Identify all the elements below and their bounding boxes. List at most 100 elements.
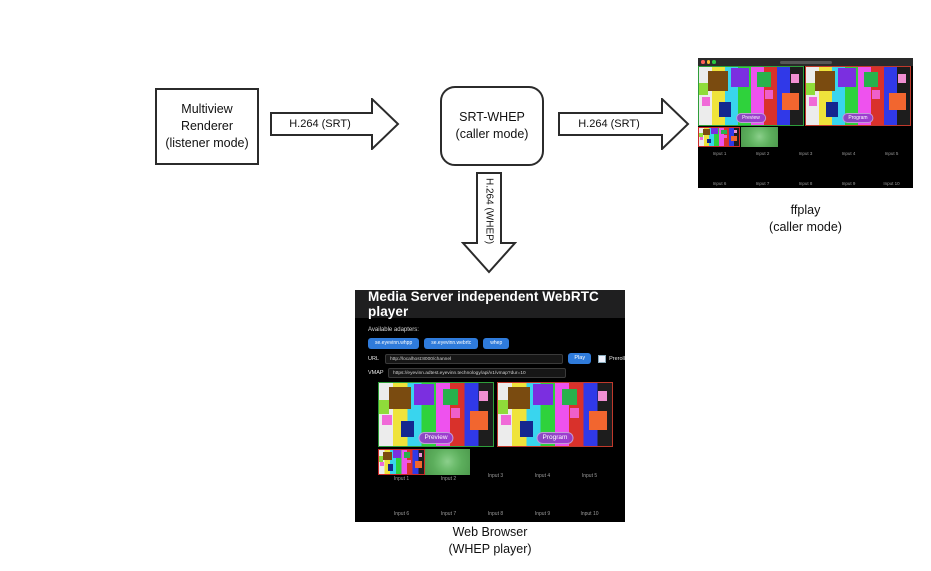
browser-thumb-row-1: Input 1 Input 2 Input 3 Input 4 Input 5 [378,449,613,482]
minimize-icon[interactable] [706,60,710,64]
testcard-square [711,128,719,135]
testcard-square [724,135,728,138]
input2-thumbnail[interactable] [425,449,470,475]
browser-input-cell[interactable]: Input 5 [566,449,613,482]
input-label: Input 9 [534,511,551,517]
testcard-square [825,101,839,117]
adapter-button-whpp[interactable]: se.eyevinn.whpp [368,338,420,349]
adapter-buttons-row: se.eyevinn.whpp se.eyevinn.webrtc whep [368,338,625,349]
close-icon[interactable] [701,60,705,64]
ffplay-caption: ffplay (caller mode) [698,202,913,236]
browser-input-cell[interactable]: Input 3 [472,449,519,482]
ffplay-input-cell[interactable]: Input 3 [784,127,827,157]
input1-thumbnail[interactable] [378,449,425,475]
testcard-square [702,96,711,106]
testcard-square [871,90,880,99]
ffplay-caption-line2: (caller mode) [769,219,842,234]
ffplay-input-cell[interactable]: Input 1 [698,127,741,157]
testcard-square [382,415,392,426]
play-button[interactable]: Play [568,353,592,364]
browser-input-cell[interactable]: Input 4 [519,449,566,482]
input-label: Input 2 [755,151,770,156]
zoom-icon[interactable] [712,60,716,64]
testcard-square [708,71,729,91]
arrow-whep-down: H.264 (WHEP) [461,172,517,274]
testcard-square [400,420,415,438]
testcard-square [718,101,732,117]
node-multiview-line2: Renderer [180,118,234,133]
ffplay-input-cell[interactable]: Input 6 [698,157,741,187]
node-srt-whep: SRT-WHEP (caller mode) [440,86,544,166]
input2-thumbnail[interactable] [741,127,778,147]
testcard-square [731,68,749,88]
browser-input-cell[interactable]: Input 10 [566,482,613,520]
browser-program-pane: Program [497,382,613,447]
testcard-square [442,388,458,406]
browser-input-cell[interactable]: Input 9 [519,482,566,520]
browser-input-cell[interactable]: Input 2 [425,449,472,482]
browser-input-cell[interactable]: Input 1 [378,449,425,482]
input-label: Input 8 [487,511,504,517]
ffplay-input-cell[interactable]: Input 8 [784,157,827,187]
ffplay-caption-line1: ffplay [790,203,821,217]
testcard-square [404,452,411,459]
testcard-square [508,387,530,409]
ffplay-thumb-row-1: Input 1 Input 2 Input 3 Input 4 Input 5 [698,127,913,157]
testcard-square [470,410,489,431]
ffplay-input-cell[interactable]: Input 2 [741,127,784,157]
preview-badge: Preview [736,113,766,123]
testcard-square [731,135,738,142]
available-adapters-label: Available adapters: [368,327,419,333]
testcard-square [864,72,878,88]
browser-input-cell[interactable]: Input 8 [472,482,519,520]
testcard-square [561,388,577,406]
adapter-button-whep[interactable]: whep [483,338,510,349]
adapter-button-webrtc[interactable]: se.eyevinn.webrtc [424,338,479,349]
input-label: Input 10 [580,511,599,517]
arrow-srt-left: H.264 (SRT) [270,98,400,150]
ffplay-input-cell[interactable]: Input 7 [741,157,784,187]
testcard-square [380,462,384,467]
url-row: URL http://localhost:8000/channel Play P… [368,353,625,364]
input-label: Input 4 [534,473,551,479]
vmap-label: VMAP [368,370,384,376]
input-label: Input 6 [393,511,410,517]
ffplay-input-cell[interactable]: Input 5 [870,127,913,157]
testcard-square [387,464,393,471]
browser-caption: Web Browser (WHEP player) [355,524,625,558]
ffplay-titlebar [698,58,913,66]
browser-input-cell[interactable]: Input 6 [378,482,425,520]
input-label: Input 4 [841,151,856,156]
testcard-square [498,400,509,414]
node-multiview-line1: Multiview [181,101,233,116]
input-label: Input 2 [440,476,457,482]
preroll-checkbox[interactable] [598,354,607,363]
testcard-square [889,92,906,111]
down-arrow-icon [461,172,517,274]
window-title-smudge [779,60,832,64]
browser-window: Media Server independent WebRTC player A… [355,289,625,522]
url-input[interactable]: http://localhost:8000/channel [385,353,564,364]
input-label: Input 7 [755,181,770,186]
testcard-square [734,130,738,134]
ffplay-input-cell[interactable]: Input 10 [870,157,913,187]
vmap-input[interactable]: https://eyevinn.adtest.eyevinn.technolog… [388,368,566,378]
testcard-square [809,96,818,106]
testcard-square [764,90,773,99]
ffplay-input-cell[interactable]: Input 4 [827,127,870,157]
testcard-square [389,387,411,409]
testcard-square [379,456,384,462]
testcard-square [782,92,799,111]
browser-input-cell[interactable]: Input 7 [425,482,472,520]
browser-main-panes: Preview Program [378,382,613,447]
browser-preview-pane: Preview [378,382,494,447]
ffplay-program-pane: Program [805,66,911,126]
testcard-square [450,408,460,418]
input1-thumbnail[interactable] [698,127,740,147]
browser-caption-line1: Web Browser [452,525,528,539]
program-badge: Program [842,113,874,123]
testcard-square [569,408,579,418]
browser-multiview: Preview Program Input 1 Input 2 [368,382,625,520]
testcard-square [383,451,392,460]
ffplay-input-cell[interactable]: Input 9 [827,157,870,187]
